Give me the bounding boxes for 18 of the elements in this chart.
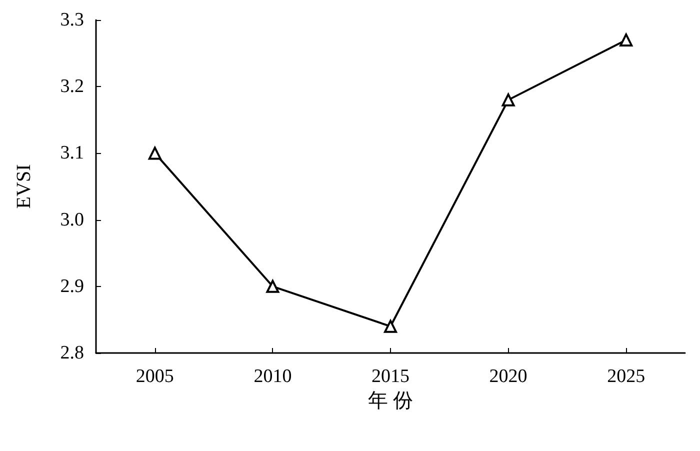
x-tick-label: 2025 (607, 366, 646, 387)
x-tick-label: 2010 (254, 366, 292, 387)
point (266, 280, 280, 293)
y-tick-label: 2.9 (60, 276, 84, 297)
x-axis-title: 年 份 (368, 390, 413, 412)
x-tick-label: 2015 (372, 366, 410, 387)
y-tick-label: 3.3 (60, 10, 84, 30)
y-tick-label: 3.0 (60, 209, 84, 230)
point (148, 146, 162, 160)
point (620, 33, 633, 46)
y-tick-label: 3.2 (60, 76, 84, 98)
y-tick-label: 2.8 (60, 342, 84, 364)
y-tick-label: 3.1 (60, 142, 84, 164)
x-tick-label: 2005 (136, 366, 174, 387)
point (384, 320, 397, 333)
x-tick-label: 2020 (489, 366, 528, 387)
y-axis-title: EVSI (13, 164, 35, 209)
point (502, 93, 515, 106)
